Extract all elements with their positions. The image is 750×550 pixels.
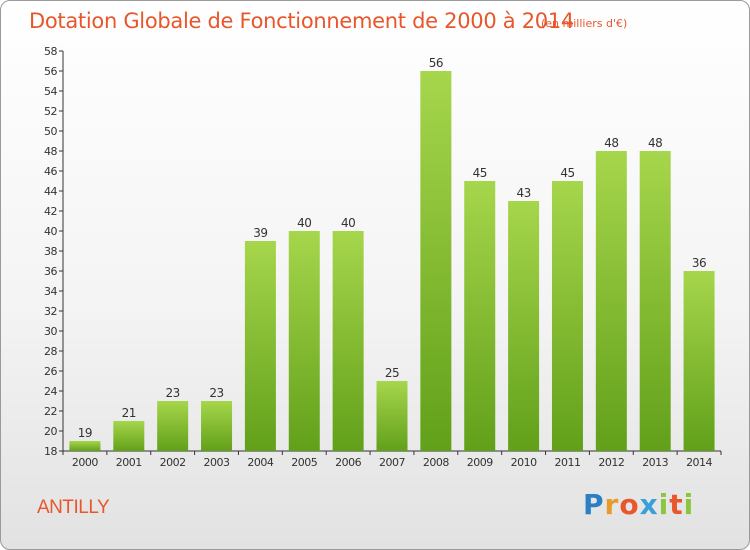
y-tick-label: 56 [44,65,57,78]
bar [464,181,496,451]
y-tick-label: 20 [44,425,57,438]
data-labels: 19 21 23 23 39 40 40 25 56 45 43 45 48 48 36 [78,56,707,440]
bar [376,381,408,451]
y-tick-label: 40 [44,225,57,238]
y-tick-label: 44 [44,185,57,198]
x-tick-label: 2011 [554,456,580,469]
bar [288,231,320,451]
y-tick-label: 28 [44,345,57,358]
bar [157,401,189,451]
y-tick-label: 48 [44,145,57,158]
data-label: 48 [648,136,662,150]
bar [69,441,101,451]
y-tick-label: 26 [44,365,57,378]
x-tick-label: 2002 [160,456,186,469]
bars [69,71,715,451]
commune-name: ANTILLY [37,497,110,518]
x-tick-label: 2008 [423,456,449,469]
bar [639,151,671,451]
x-tick-label: 2000 [72,456,98,469]
bar [113,421,145,451]
bar [551,181,583,451]
x-tick-label: 2007 [379,456,405,469]
logo-letter: i [658,488,670,521]
data-label: 56 [429,56,443,70]
axes: 18 20 22 24 26 28 30 32 34 36 38 40 42 44 46 48 50 52 54 56… [44,45,722,469]
y-tick-label: 50 [44,125,57,138]
x-tick-label: 2009 [467,456,493,469]
y-tick-label: 42 [44,205,57,218]
y-tick-label: 34 [44,285,57,298]
y-tick-label: 18 [44,445,57,458]
x-tick-label: 2003 [204,456,230,469]
data-label: 21 [122,406,136,420]
y-tick-label: 52 [44,105,57,118]
bar [595,151,627,451]
y-tick-label: 38 [44,245,57,258]
logo-letter: t [669,488,684,521]
x-tick-label: 2014 [686,456,712,469]
data-label: 25 [385,366,399,380]
x-tick-label: 2006 [335,456,361,469]
bar [244,241,276,451]
x-tick-label: 2012 [598,456,624,469]
y-tick-label: 30 [44,325,57,338]
data-label: 43 [516,186,530,200]
x-tick-label: 2005 [291,456,317,469]
data-label: 36 [692,256,706,270]
data-label: 19 [78,426,92,440]
y-tick-label: 46 [44,165,57,178]
logo-letter: P [583,488,605,521]
data-label: 40 [297,216,311,230]
data-label: 23 [209,386,223,400]
data-label: 45 [473,166,487,180]
chart-subtitle: (en milliers d'€) [541,17,628,30]
bar [508,201,540,451]
data-label: 39 [253,226,267,240]
proxiti-logo: Proxiti [583,488,694,521]
bar [683,271,715,451]
y-tick-label: 58 [44,45,57,58]
y-tick-label: 54 [44,85,57,98]
y-tick-label: 32 [44,305,57,318]
x-tick-label: 2010 [511,456,537,469]
x-tick-label: 2004 [247,456,273,469]
bar [332,231,364,451]
x-tick-label: 2001 [116,456,142,469]
y-tick-label: 24 [44,385,57,398]
logo-letter: o [619,488,640,521]
data-label: 23 [166,386,180,400]
x-tick-label: 2013 [642,456,668,469]
bar [420,71,452,451]
bar [201,401,233,451]
data-label: 48 [604,136,618,150]
logo-letter: x [639,488,659,521]
data-label: 45 [560,166,574,180]
logo-letter: i [683,488,695,521]
y-tick-label: 22 [44,405,57,418]
y-tick-label: 36 [44,265,57,278]
chart-title: Dotation Globale de Fonctionnement de 20… [29,9,574,33]
logo-letter: r [604,488,620,521]
data-label: 40 [341,216,355,230]
